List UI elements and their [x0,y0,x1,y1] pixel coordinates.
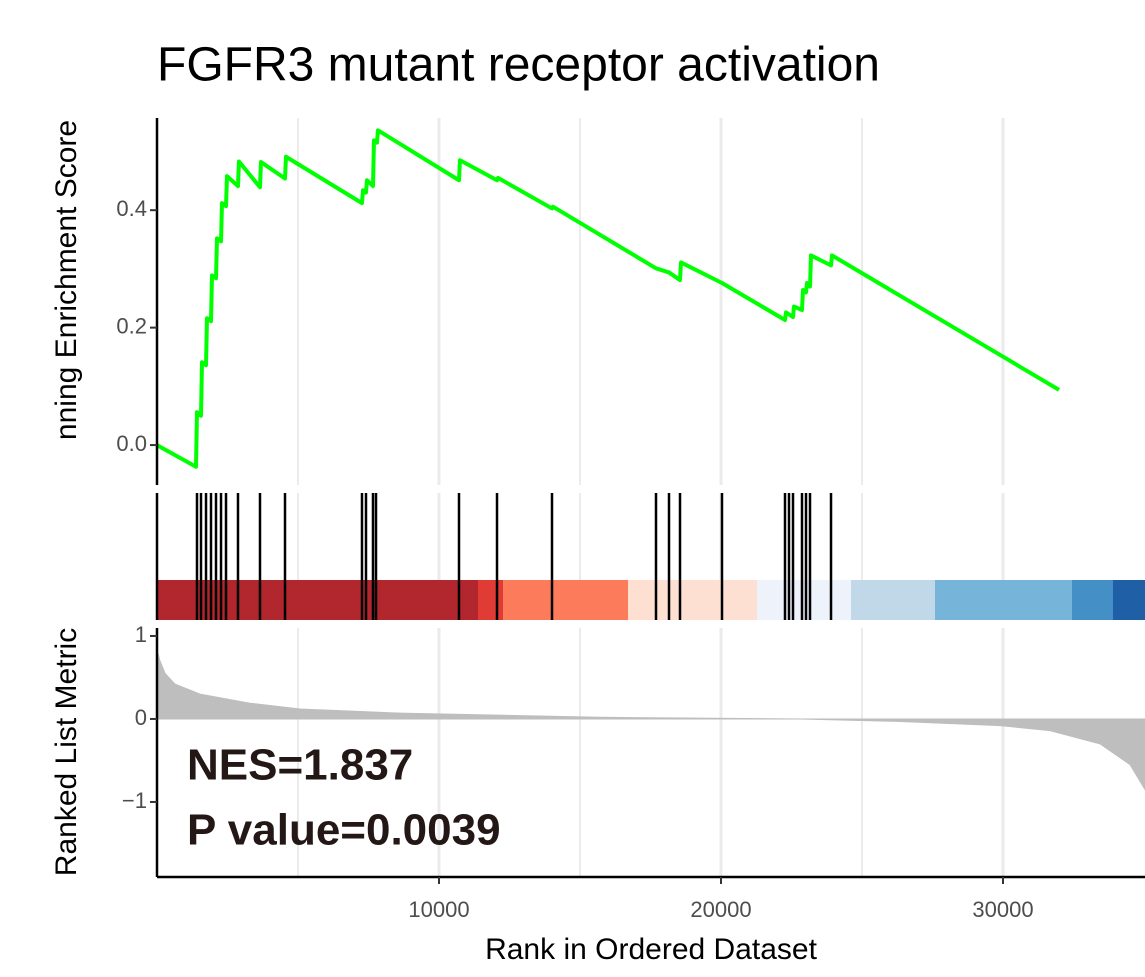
y-tick-label: 0.0 [116,431,147,456]
color-bar-segment [503,580,629,620]
color-bar-segment [1071,580,1113,620]
color-bar-segment [934,580,1072,620]
y2-axis-label: Ranked List Metric [50,628,83,876]
x-tick-label: 20000 [690,897,751,922]
y-tick-label: 0.2 [116,313,147,338]
x-axis-label: Rank in Ordered Dataset [485,933,817,966]
y2-tick-label: 1 [135,622,147,647]
x-tick-label: 30000 [972,897,1033,922]
y2-tick-label: 0 [135,705,147,730]
chart-title: FGFR3 mutant receptor activation [157,39,880,92]
metric-area [156,649,1145,791]
plot: 0.0 0.2 0.4 −1 0 1 10000 20000 30000 NES=1.837 P v… [116,118,1145,922]
x-tick-label: 10000 [408,897,469,922]
color-bar-segment [1112,580,1145,620]
color-bar-segment [478,580,504,620]
y2-tick-label: −1 [122,788,147,813]
annotation: NES=1.837 [187,741,413,790]
color-bar-segment [756,580,851,620]
es-line [156,128,1061,469]
y-tick-label: 0.4 [116,196,147,221]
y-axis-label: nning Enrichment Score [50,120,83,440]
annotation: P value=0.0039 [187,806,501,855]
color-bar-segment [850,580,935,620]
color-bar-segment [628,580,757,620]
